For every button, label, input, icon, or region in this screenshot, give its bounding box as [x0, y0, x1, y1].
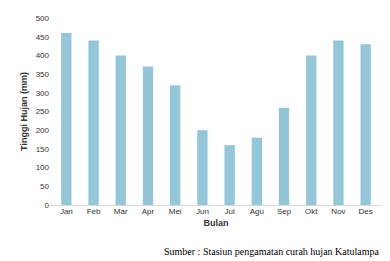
svg-text:200: 200: [36, 126, 50, 135]
svg-text:Tinggi Hujan (mm): Tinggi Hujan (mm): [19, 72, 29, 151]
svg-text:450: 450: [36, 33, 50, 42]
svg-text:250: 250: [36, 107, 50, 116]
svg-text:Apr: Apr: [142, 207, 155, 216]
svg-text:0: 0: [45, 201, 50, 210]
svg-text:500: 500: [36, 14, 50, 23]
svg-text:Feb: Feb: [87, 207, 101, 216]
svg-text:Nov: Nov: [331, 207, 345, 216]
svg-text:300: 300: [36, 89, 50, 98]
svg-text:Agu: Agu: [250, 207, 264, 216]
svg-text:50: 50: [40, 182, 49, 191]
svg-text:Sep: Sep: [277, 207, 292, 216]
svg-text:400: 400: [36, 51, 50, 60]
svg-text:Okt: Okt: [305, 207, 318, 216]
svg-text:350: 350: [36, 70, 50, 79]
svg-text:150: 150: [36, 145, 50, 154]
svg-text:Sumber : Stasiun pengamatan cu: Sumber : Stasiun pengamatan curah hujan …: [164, 246, 380, 257]
svg-text:Mar: Mar: [114, 207, 128, 216]
svg-text:Jun: Jun: [196, 207, 209, 216]
svg-text:Jan: Jan: [60, 207, 73, 216]
svg-text:Jul: Jul: [224, 207, 234, 216]
svg-text:Bulan: Bulan: [203, 218, 228, 228]
svg-text:Mei: Mei: [169, 207, 182, 216]
svg-text:Des: Des: [359, 207, 373, 216]
svg-text:100: 100: [36, 163, 50, 172]
